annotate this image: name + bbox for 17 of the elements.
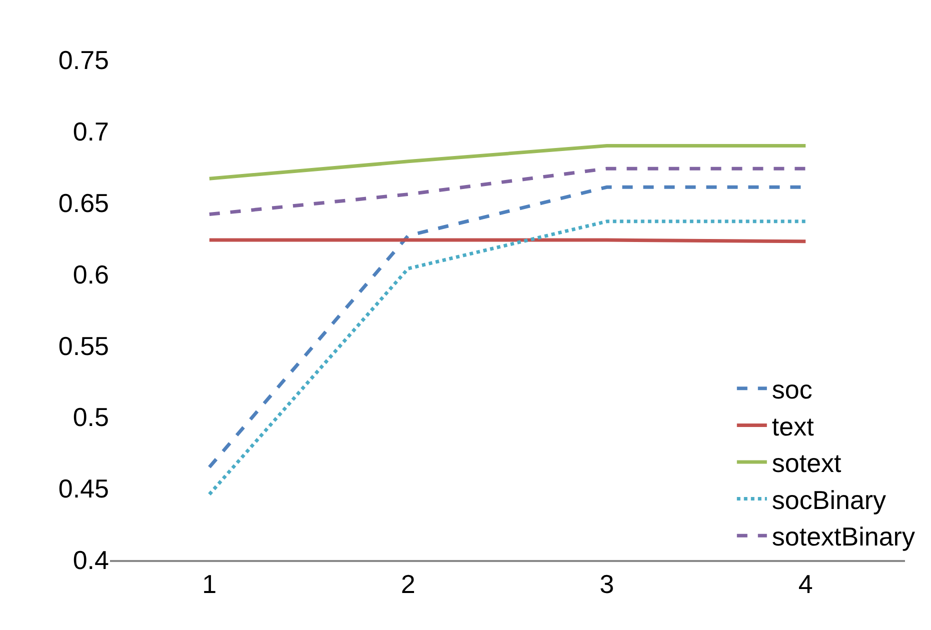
legend-label: sotext bbox=[772, 448, 842, 478]
legend-label: text bbox=[772, 411, 815, 442]
x-tick-label: 2 bbox=[400, 569, 416, 600]
y-tick-label: 0.5 bbox=[72, 402, 109, 432]
y-tick-label: 0.45 bbox=[58, 474, 109, 504]
legend-label: socBinary bbox=[772, 484, 886, 515]
x-tick-label: 3 bbox=[600, 569, 614, 600]
y-tick-label: 0.4 bbox=[72, 545, 109, 576]
y-tick-label: 0.65 bbox=[58, 188, 109, 218]
legend-label: soc bbox=[772, 374, 812, 405]
y-tick-label: 0.7 bbox=[72, 116, 109, 147]
x-tick-label: 1 bbox=[202, 569, 217, 600]
x-tick-label: 4 bbox=[798, 569, 813, 600]
y-tick-label: 0.55 bbox=[58, 330, 109, 361]
legend-label: sotextBinary bbox=[772, 522, 915, 552]
y-tick-label: 0.6 bbox=[72, 259, 109, 290]
y-tick-label: 0.75 bbox=[58, 45, 109, 76]
